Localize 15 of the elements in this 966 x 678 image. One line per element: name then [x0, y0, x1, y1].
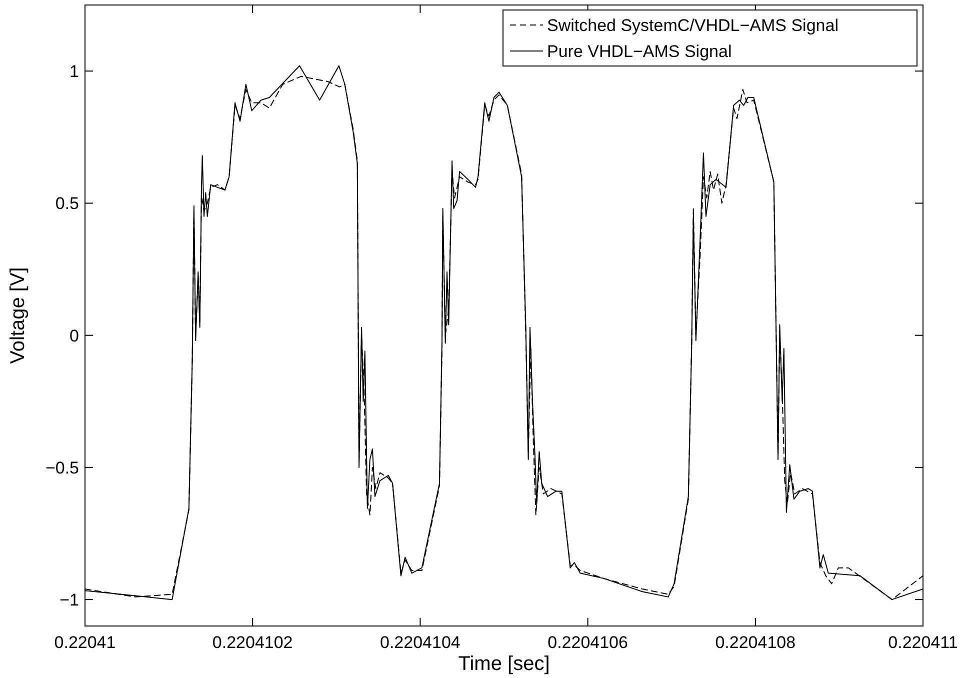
y-tick-label: 0.5: [55, 194, 79, 214]
legend-label: Pure VHDL−AMS Signal: [547, 42, 732, 61]
legend-label: Switched SystemC/VHDL−AMS Signal: [547, 16, 838, 35]
x-tick-label: 0.2204106: [548, 633, 628, 652]
x-tick-label: 0.2204108: [715, 633, 796, 652]
y-tick-label: 0: [70, 326, 79, 346]
y-axis-title: Voltage [V]: [7, 267, 29, 364]
x-axis-title: Time [sec]: [458, 653, 550, 675]
x-tick-label: 0.2204104: [380, 633, 460, 652]
y-tick-label: 1: [70, 62, 79, 82]
y-tick-label: −0.5: [45, 458, 79, 478]
y-tick-label: −1: [60, 590, 79, 610]
x-tick-label: 0.22041: [54, 633, 116, 652]
x-tick-label: 0.2204102: [212, 633, 293, 652]
x-tick-label: 0.220411: [888, 633, 958, 652]
